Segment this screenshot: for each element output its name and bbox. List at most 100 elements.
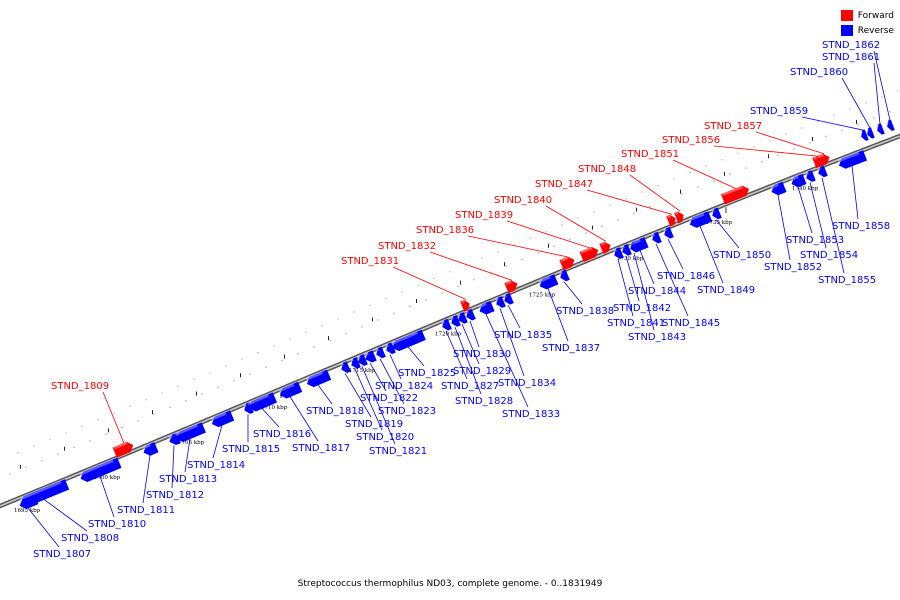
gene-label-stnd_1807[interactable]: STND_1807	[33, 549, 91, 560]
gene-label-stnd_1853[interactable]: STND_1853	[786, 235, 844, 246]
gene-label-stnd_1821[interactable]: STND_1821	[369, 446, 427, 457]
gene-label-stnd_1842[interactable]: STND_1842	[613, 303, 671, 314]
gene-label-stnd_1849[interactable]: STND_1849	[697, 285, 755, 296]
gene-feature-stnd_1809[interactable]	[112, 440, 136, 458]
gene-label-stnd_1854[interactable]: STND_1854	[800, 250, 858, 261]
gene-label-stnd_1812[interactable]: STND_1812	[146, 490, 204, 501]
gene-label-stnd_1824[interactable]: STND_1824	[375, 381, 433, 392]
gene-label-stnd_1811[interactable]: STND_1811	[117, 505, 175, 516]
gene-label-stnd_1839[interactable]: STND_1839	[455, 210, 513, 221]
gene-feature-stnd_1849[interactable]	[688, 211, 713, 229]
gene-feature-stnd_1830[interactable]	[464, 308, 476, 322]
gene-label-stnd_1838[interactable]: STND_1838	[556, 306, 614, 317]
gene-label-stnd_1832[interactable]: STND_1832	[378, 241, 436, 252]
gene-feature-stnd_1836[interactable]	[559, 255, 576, 271]
gene-label-stnd_1851[interactable]: STND_1851	[621, 149, 679, 160]
gene-feature-stnd_1861[interactable]	[875, 123, 885, 135]
gene-feature-stnd_1857[interactable]	[816, 152, 831, 167]
gene-label-stnd_1816[interactable]: STND_1816	[253, 429, 311, 440]
gene-label-stnd_1852[interactable]: STND_1852	[764, 262, 822, 273]
gene-label-stnd_1861[interactable]: STND_1861	[822, 52, 880, 63]
gene-feature-stnd_1845[interactable]	[650, 231, 662, 245]
gene-label-stnd_1819[interactable]: STND_1819	[345, 419, 403, 430]
gene-label-stnd_1850[interactable]: STND_1850	[713, 250, 771, 261]
gene-feature-stnd_1841[interactable]	[612, 247, 624, 260]
gene-feature-stnd_1823[interactable]	[374, 346, 386, 360]
gene-label-stnd_1857[interactable]: STND_1857	[704, 121, 762, 132]
gene-label-stnd_1817[interactable]: STND_1817	[292, 443, 350, 454]
gene-label-stnd_1829[interactable]: STND_1829	[453, 366, 511, 377]
gene-label-stnd_1823[interactable]: STND_1823	[378, 406, 436, 417]
gene-feature-stnd_1862[interactable]	[885, 119, 895, 132]
gene-label-stnd_1844[interactable]: STND_1844	[628, 286, 686, 297]
gene-label-stnd_1841[interactable]: STND_1841	[607, 318, 665, 329]
gene-label-stnd_1859[interactable]: STND_1859	[750, 106, 808, 117]
gene-label-stnd_1809[interactable]: STND_1809	[51, 381, 109, 392]
gene-label-stnd_1858[interactable]: STND_1858	[832, 221, 890, 232]
gene-feature-stnd_1850[interactable]	[710, 207, 722, 221]
gene-feature-stnd_1833[interactable]	[477, 300, 495, 317]
gene-feature-stnd_1811[interactable]	[141, 442, 159, 458]
gene-feature-stnd_1831[interactable]	[460, 298, 472, 312]
gene-label-stnd_1856[interactable]: STND_1856	[662, 135, 720, 146]
gene-feature-stnd_1815[interactable]	[242, 402, 254, 415]
gene-label-stnd_1837[interactable]: STND_1837	[542, 343, 600, 354]
gene-label-stnd_1836[interactable]: STND_1836	[416, 225, 474, 236]
gene-feature-stnd_1821[interactable]	[356, 354, 368, 367]
gene-label-stnd_1840[interactable]: STND_1840	[494, 195, 552, 206]
gene-feature-stnd_1854[interactable]	[804, 170, 816, 183]
gene-feature-stnd_1847[interactable]	[666, 213, 678, 227]
gene-feature-stnd_1822[interactable]	[363, 350, 377, 364]
gene-feature-stnd_1837[interactable]	[538, 274, 559, 291]
gene-feature-stnd_1817[interactable]	[278, 381, 303, 401]
gene-feature-stnd_1835[interactable]	[502, 292, 514, 306]
gene-label-stnd_1848[interactable]: STND_1848	[578, 164, 636, 175]
gene-feature-stnd_1853[interactable]	[789, 173, 807, 189]
gene-label-stnd_1860[interactable]: STND_1860	[790, 67, 848, 78]
gene-feature-stnd_1852[interactable]	[769, 181, 787, 197]
gene-label-stnd_1830[interactable]: STND_1830	[453, 349, 511, 360]
gene-feature-stnd_1848[interactable]	[674, 210, 686, 224]
gene-feature-stnd_1851[interactable]	[720, 184, 751, 205]
gene-feature-stnd_1818[interactable]	[305, 369, 332, 389]
gene-label-stnd_1815[interactable]: STND_1815	[222, 444, 280, 455]
gene-feature-stnd_1819[interactable]	[339, 361, 351, 374]
gene-feature-stnd_1855[interactable]	[816, 165, 828, 179]
gene-label-stnd_1855[interactable]: STND_1855	[818, 275, 876, 286]
gene-feature-stnd_1824[interactable]	[384, 342, 396, 355]
gene-label-stnd_1846[interactable]: STND_1846	[657, 271, 715, 282]
gene-feature-stnd_1838[interactable]	[558, 269, 570, 283]
gene-label-stnd_1831[interactable]: STND_1831	[341, 256, 399, 267]
gene-feature-stnd_1813[interactable]	[174, 422, 206, 444]
gene-feature-stnd_1846[interactable]	[662, 226, 674, 240]
gene-feature-stnd_1842[interactable]	[620, 243, 632, 257]
gene-feature-stnd_1859[interactable]	[859, 129, 869, 142]
gene-feature-stnd_1860[interactable]	[865, 127, 875, 139]
gene-label-stnd_1862[interactable]: STND_1862	[822, 40, 880, 51]
gene-feature-stnd_1840[interactable]	[599, 240, 612, 254]
gene-label-stnd_1843[interactable]: STND_1843	[628, 332, 686, 343]
gene-label-stnd_1834[interactable]: STND_1834	[498, 378, 556, 389]
gene-feature-stnd_1839[interactable]	[579, 245, 601, 263]
gene-feature-stnd_1825[interactable]	[390, 329, 426, 353]
gene-label-stnd_1847[interactable]: STND_1847	[535, 179, 593, 190]
gene-feature-stnd_1834[interactable]	[494, 296, 506, 309]
gene-label-stnd_1818[interactable]: STND_1818	[306, 406, 364, 417]
gene-feature-stnd_1829[interactable]	[456, 312, 468, 325]
gene-label-stnd_1813[interactable]: STND_1813	[159, 474, 217, 485]
gene-label-stnd_1810[interactable]: STND_1810	[88, 519, 146, 530]
gene-label-stnd_1808[interactable]: STND_1808	[61, 533, 119, 544]
gene-feature-stnd_1810[interactable]	[78, 457, 122, 484]
gene-feature-stnd_1828[interactable]	[449, 315, 461, 328]
gene-feature-stnd_1816[interactable]	[247, 392, 278, 413]
gene-label-stnd_1814[interactable]: STND_1814	[187, 460, 245, 471]
gene-feature-stnd_1814[interactable]	[210, 410, 235, 429]
gene-label-stnd_1828[interactable]: STND_1828	[455, 396, 513, 407]
gene-feature-stnd_1812[interactable]	[167, 432, 181, 447]
gene-label-stnd_1827[interactable]: STND_1827	[441, 381, 499, 392]
gene-feature-stnd_1820[interactable]	[349, 357, 361, 370]
gene-feature-stnd_1808[interactable]	[19, 479, 70, 508]
gene-feature-stnd_1858[interactable]	[837, 150, 868, 170]
gene-feature-stnd_1844[interactable]	[631, 237, 649, 252]
